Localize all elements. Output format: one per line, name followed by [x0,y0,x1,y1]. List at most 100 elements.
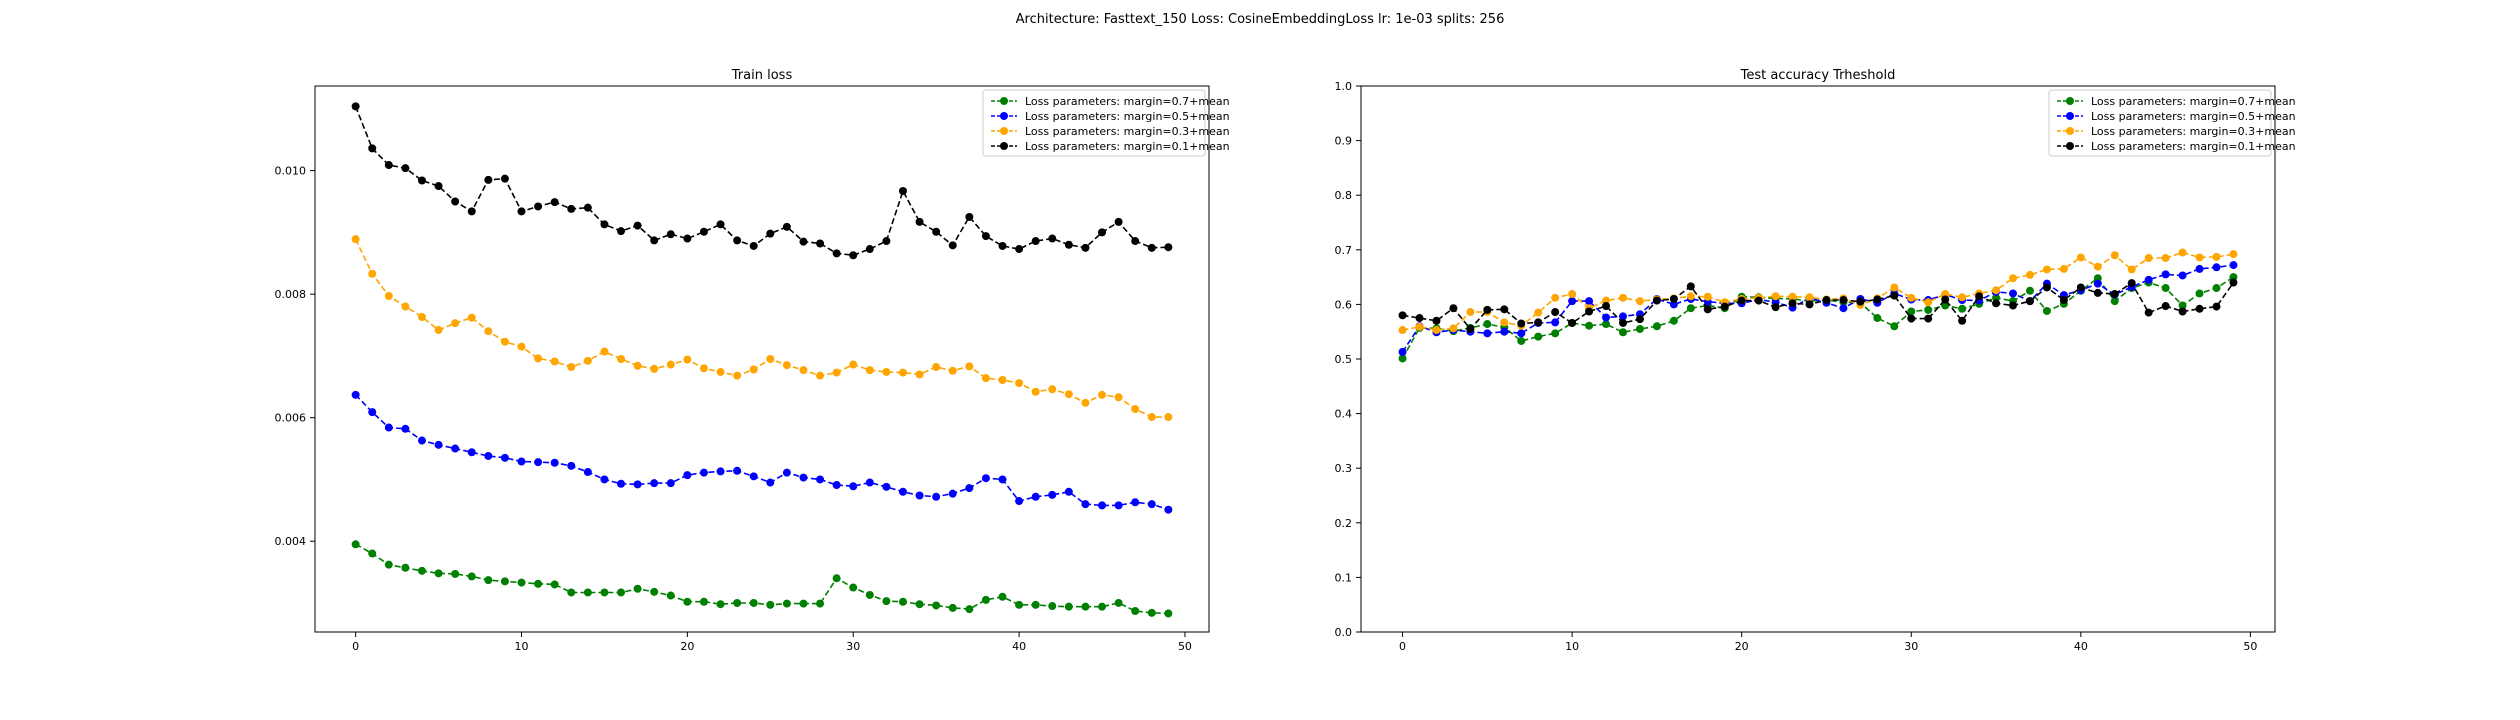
data-point [2195,304,2204,313]
data-point [1924,298,1933,307]
data-point [2195,253,2204,262]
data-point [500,174,509,183]
data-point [2076,253,2085,262]
data-point [1081,602,1090,611]
data-point [1907,293,1916,302]
data-point [1048,602,1057,611]
data-point [2025,270,2034,279]
data-point [699,597,708,606]
data-point [384,292,393,300]
legend: Loss parameters: margin=0.7+mean Loss par… [2048,89,2296,157]
y-tick-label: 0.006 [275,412,307,425]
data-point [2059,264,2068,273]
data-point [567,461,576,470]
data-point [1031,600,1040,609]
legend-box [2048,89,2272,157]
data-point [1890,291,1899,300]
data-point [1551,329,1560,338]
data-point [484,175,493,184]
data-point [1788,292,1797,301]
data-point [1771,292,1780,301]
data-point [1805,293,1814,302]
data-point [1635,324,1644,333]
data-point [384,161,393,170]
data-point [766,355,775,363]
data-point [766,229,775,238]
data-point [1015,497,1024,506]
data-point [617,227,626,236]
data-point [1585,297,1594,306]
data-point [2144,275,2153,284]
data-point [368,269,377,278]
data-point [1602,313,1611,322]
data-point [816,599,825,608]
data-point [467,313,476,322]
data-point [567,363,576,372]
data-point [633,361,642,370]
data-point [384,560,393,569]
data-point [434,569,443,578]
data-point [965,362,974,371]
data-point [2009,274,2018,283]
data-point [749,472,758,481]
data-point [617,479,626,488]
data-point [1517,336,1526,345]
data-point [1924,314,1933,323]
data-point [451,319,460,328]
data-point [583,203,592,212]
data-point [384,423,393,432]
data-point [1164,243,1173,252]
data-point [683,597,692,606]
data-point [1164,505,1173,514]
data-point [550,580,559,589]
y-tick-label: 0.5 [1335,353,1353,366]
data-point [1483,305,1492,314]
x-tick-label: 20 [1735,640,1749,653]
data-point [882,482,891,491]
series-line [351,390,1173,514]
data-point [2059,296,2068,305]
data-point [898,187,907,195]
data-point [1432,326,1441,335]
data-point [550,458,559,467]
data-point [2093,288,2102,297]
data-point [617,355,626,363]
data-point [1669,316,1678,325]
data-point [915,491,924,500]
data-point [1449,324,1458,333]
data-point [898,368,907,377]
data-point [650,236,659,245]
series-path [354,238,1169,418]
data-point [1635,315,1644,324]
data-point [1131,405,1140,414]
data-point [1788,299,1797,308]
data-point [948,366,957,375]
data-point [1686,282,1695,291]
data-point [1131,237,1140,246]
data-point [1098,602,1107,611]
data-point [1098,501,1107,510]
data-point [733,236,742,245]
data-point [1031,492,1040,501]
data-point [2076,283,2085,292]
data-point [650,479,659,488]
data-point [849,583,858,592]
data-point [1551,308,1560,317]
data-point [517,457,526,466]
legend-label: Loss parameters: margin=0.7+mean [2091,95,2296,108]
data-point [1147,500,1156,509]
data-point [1500,318,1509,327]
data-point [567,204,576,213]
data-point [1500,305,1509,314]
x-tick-label: 50 [2243,640,2257,653]
data-point [882,367,891,376]
data-point [1517,329,1526,338]
data-point [600,347,609,356]
data-point [1907,314,1916,323]
data-point [434,440,443,449]
data-point [898,597,907,606]
data-point [1992,286,2001,295]
data-point [1568,297,1577,306]
data-point [932,363,941,372]
data-point [1466,324,1475,333]
